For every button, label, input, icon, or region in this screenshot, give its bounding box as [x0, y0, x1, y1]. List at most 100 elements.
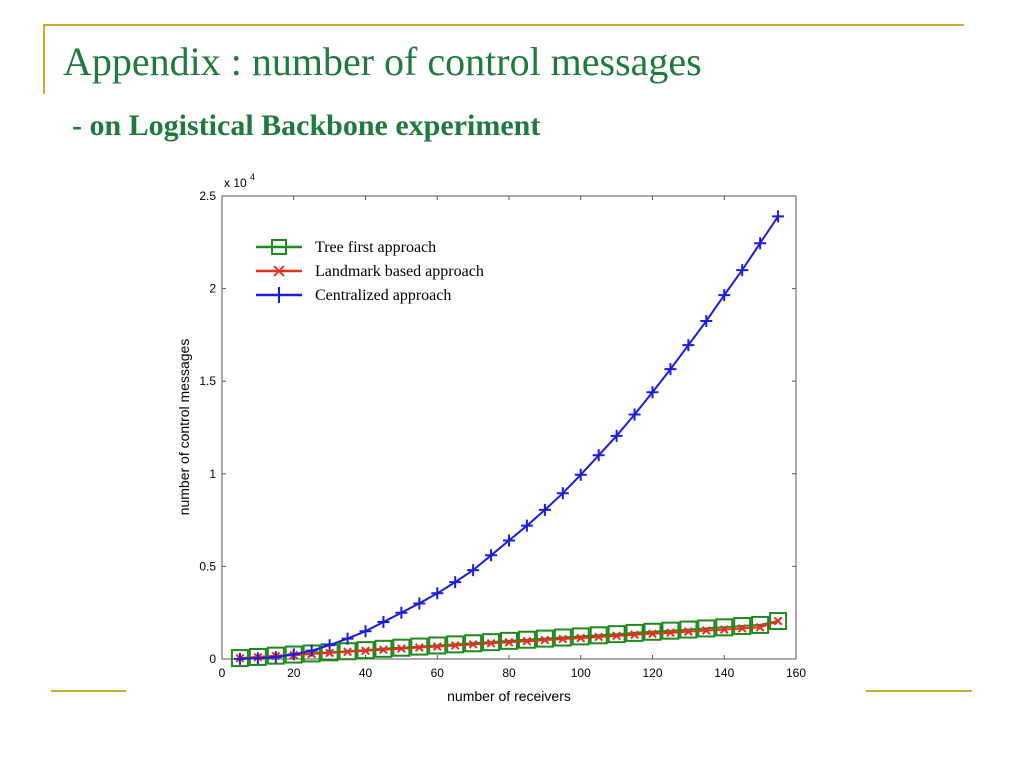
- data-point-x: [450, 641, 460, 650]
- data-point-square: [715, 618, 734, 637]
- data-point-x: [325, 648, 335, 658]
- data-point-x: [361, 646, 370, 656]
- data-point-plus: [305, 644, 318, 657]
- data-point-plus: [377, 615, 390, 628]
- data-point-plus: [754, 237, 767, 250]
- x-tick-label: 40: [359, 666, 373, 680]
- data-point-plus: [251, 652, 264, 665]
- y-tick-label: 2: [209, 282, 216, 296]
- data-point-square: [697, 619, 716, 638]
- data-point-square: [661, 621, 680, 640]
- x-tick-label: 100: [571, 666, 591, 680]
- data-point-square: [679, 620, 698, 639]
- data-point-plus: [269, 651, 282, 664]
- data-point-x: [396, 644, 406, 654]
- data-point-plus: [503, 534, 515, 547]
- x-tick-label: 160: [786, 666, 806, 680]
- data-point-plus: [520, 519, 533, 532]
- slide-subtitle: - on Logistical Backbone experiment: [72, 109, 541, 142]
- data-point-x: [273, 265, 285, 277]
- y-tick: 1: [209, 467, 796, 481]
- data-point-x: [683, 627, 693, 637]
- data-point-plus: [646, 386, 659, 399]
- x-tick-label: 120: [642, 666, 662, 680]
- y-tick: 0.5: [199, 559, 796, 573]
- left-rule: [43, 24, 45, 94]
- data-point-x: [540, 635, 550, 645]
- data-point-plus: [664, 363, 677, 376]
- data-point-plus: [718, 289, 731, 302]
- data-point-x: [648, 629, 657, 639]
- series: [233, 210, 785, 665]
- data-point-plus: [395, 606, 408, 619]
- data-point-x: [379, 645, 388, 655]
- x-tick: 80: [502, 196, 516, 680]
- data-point-square: [769, 612, 788, 631]
- data-point-x: [576, 633, 586, 643]
- data-point-square: [733, 617, 752, 636]
- data-point-plus: [431, 587, 444, 600]
- y-tick-label: 1: [209, 467, 216, 481]
- data-point-plus: [556, 487, 569, 500]
- legend-label: Tree first approach: [315, 239, 436, 256]
- data-point-x: [755, 622, 765, 632]
- y-tick-label: 2.5: [199, 189, 216, 203]
- x-tick: 100: [571, 196, 591, 680]
- x-tick: 60: [431, 196, 444, 680]
- data-point-plus: [271, 287, 287, 303]
- legend-item: Centralized approach: [256, 287, 451, 304]
- x-tick-label: 140: [714, 666, 734, 680]
- data-point-x: [343, 647, 352, 657]
- legend: Tree first approach Landmark based approa…: [256, 239, 484, 304]
- x-tick: 160: [786, 196, 806, 680]
- top-rule: [43, 24, 964, 26]
- data-point-square: [589, 626, 608, 645]
- x-tick: 0: [219, 196, 226, 680]
- y-tick: 2: [209, 282, 796, 296]
- data-point-plus: [700, 315, 713, 328]
- data-point-plus: [485, 549, 498, 562]
- plot-frame: [221, 195, 797, 660]
- y-axis-label: number of control messages: [176, 339, 192, 516]
- data-point-x: [468, 639, 478, 649]
- series-line: [239, 215, 779, 660]
- legend-item: Landmark based approach: [256, 263, 484, 280]
- x-tick: 140: [714, 196, 735, 680]
- data-point-x: [701, 626, 711, 635]
- bottom-right-rule: [866, 690, 972, 692]
- data-point-square: [643, 622, 662, 641]
- data-point-plus: [467, 564, 480, 577]
- legend-label: Landmark based approach: [315, 263, 484, 280]
- data-point-square: [625, 623, 644, 642]
- x-tick: 20: [287, 196, 301, 680]
- x-tick-label: 20: [287, 666, 301, 680]
- y-multiplier: x 10 4: [224, 172, 255, 190]
- y-axis: 0 0.5 1 1.5 2 2.5: [199, 189, 796, 666]
- data-point-square: [607, 625, 626, 644]
- legend-label: Centralized approach: [315, 287, 451, 304]
- bottom-left-rule: [51, 690, 126, 692]
- data-point-x: [773, 616, 783, 626]
- series-layer: [230, 210, 788, 668]
- legend-item: Tree first approach: [256, 239, 436, 256]
- data-point-x: [737, 624, 747, 633]
- data-point-plus: [592, 449, 605, 462]
- x-axis-label: number of receivers: [447, 688, 571, 704]
- y-tick: 2.5: [199, 189, 796, 203]
- slide-title: Appendix : number of control messages: [63, 39, 702, 84]
- y-tick-label: 1.5: [199, 374, 216, 388]
- data-point-x: [719, 625, 729, 634]
- data-point-x: [486, 638, 496, 648]
- y-tick: 0: [209, 652, 796, 666]
- y-multiplier-base: x 10: [224, 176, 247, 190]
- y-multiplier-exponent: 4: [250, 172, 255, 182]
- data-point-x: [414, 643, 424, 652]
- data-point-plus: [682, 339, 695, 352]
- x-axis: 0 20 40 60 80 100 120 140 160: [219, 196, 806, 680]
- data-point-plus: [413, 597, 426, 610]
- data-point-x: [522, 636, 532, 646]
- data-point-plus: [772, 210, 785, 223]
- data-point-plus: [287, 648, 300, 661]
- data-point-square: [571, 627, 590, 646]
